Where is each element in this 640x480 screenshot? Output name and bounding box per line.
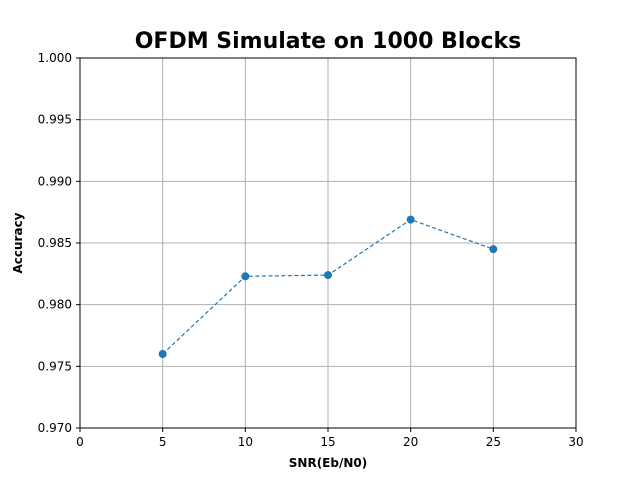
y-axis-ticks: 0.970 0.975 0.980 0.985 0.990 0.995 1.000 <box>38 51 80 435</box>
data-point-marker <box>489 245 498 254</box>
y-tick-label: 0.970 <box>38 421 72 435</box>
data-point-marker <box>406 215 415 224</box>
y-tick-label: 0.985 <box>38 236 72 250</box>
grid <box>79 57 577 429</box>
y-tick-label: 0.975 <box>38 359 72 373</box>
y-tick-label: 0.980 <box>38 298 72 312</box>
y-axis-label: Accuracy <box>11 212 25 273</box>
series-layer <box>158 215 498 358</box>
x-tick-label: 30 <box>568 435 583 449</box>
data-point-marker <box>324 271 332 280</box>
x-tick-label: 20 <box>403 435 418 449</box>
chart-title: OFDM Simulate on 1000 Blocks <box>135 29 522 54</box>
x-tick-label: 10 <box>238 435 253 449</box>
x-axis-ticks: 0 5 10 15 20 25 30 <box>76 428 584 449</box>
y-tick-label: 0.995 <box>38 113 72 127</box>
y-tick-label: 0.990 <box>38 174 72 188</box>
x-tick-label: 15 <box>320 435 335 449</box>
data-point-marker <box>158 350 167 358</box>
x-tick-label: 5 <box>159 435 167 449</box>
x-axis-label: SNR(Eb/N0) <box>289 456 367 470</box>
y-tick-label: 1.000 <box>38 51 72 65</box>
x-tick-label: 25 <box>486 435 501 449</box>
data-point-marker <box>241 272 250 281</box>
x-tick-label: 0 <box>76 435 84 449</box>
